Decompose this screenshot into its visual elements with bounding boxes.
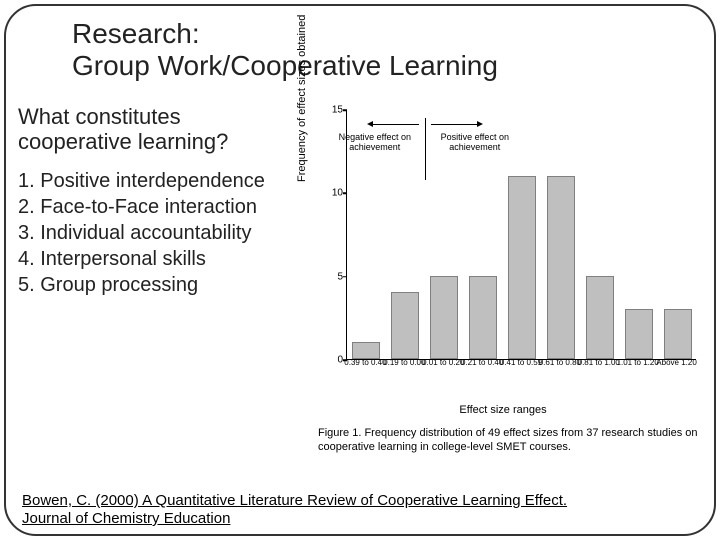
negative-effect-label: Negative effect on achievement [333, 132, 417, 153]
x-tick-label: 0.01 to 0.20 [421, 358, 465, 367]
list-item: 1. Positive interdependence [18, 168, 265, 194]
bar [430, 276, 458, 359]
plot-region: 051015Negative effect on achievementPosi… [346, 110, 696, 360]
figure-caption: Figure 1. Frequency distribution of 49 e… [318, 426, 700, 455]
bar [664, 309, 692, 359]
x-axis-label: Effect size ranges [298, 404, 708, 416]
zero-divider [425, 118, 426, 180]
x-tick-label: 1.01 to 1.20 [616, 358, 660, 367]
citation-text: Bowen, C. (2000) A Quantitative Literatu… [22, 492, 582, 528]
bar [508, 176, 536, 359]
y-tick-label: 10 [321, 188, 343, 199]
x-tick-label: 0.61 to 0.80 [538, 358, 582, 367]
positive-effect-label: Positive effect on achievement [433, 132, 517, 153]
effect-size-chart: Frequency of effect sizes obtained 05101… [298, 104, 708, 464]
list-item: 2. Face-to-Face interaction [18, 194, 265, 220]
x-tick-label: 0.19 to 0.00 [382, 358, 426, 367]
x-tick-label: 0.39 to 0.40 [343, 358, 387, 367]
subhead-line-2: cooperative learning? [18, 129, 228, 154]
x-tick-label: 0.41 to 0.59 [499, 358, 543, 367]
bar [586, 276, 614, 359]
y-axis-label: Frequency of effect sizes obtained [296, 15, 308, 182]
bar [547, 176, 575, 359]
list-item: 4. Interpersonal skills [18, 246, 265, 272]
bar [469, 276, 497, 359]
y-tick-mark [343, 276, 347, 278]
list-item: 3. Individual accountability [18, 220, 265, 246]
x-tick-label: 0.21 to 0.40 [460, 358, 504, 367]
y-tick-mark [343, 193, 347, 195]
y-tick-label: 5 [321, 271, 343, 282]
title-line-1: Research: [72, 18, 200, 49]
criteria-list: 1. Positive interdependence2. Face-to-Fa… [18, 168, 265, 298]
bar [391, 292, 419, 359]
x-tick-label: Above 1.20 [655, 358, 699, 367]
slide-title: Research: Group Work/Cooperative Learnin… [72, 18, 498, 82]
subheading: What constitutes cooperative learning? [18, 104, 228, 155]
subhead-line-1: What constitutes [18, 104, 181, 129]
negative-arrow-icon [373, 124, 419, 125]
bar [352, 342, 380, 359]
y-tick-label: 0 [321, 355, 343, 366]
y-tick-label: 15 [321, 105, 343, 116]
title-line-2: Group Work/Cooperative Learning [72, 50, 498, 81]
bar [625, 309, 653, 359]
positive-arrow-icon [431, 124, 477, 125]
y-tick-mark [343, 109, 347, 111]
list-item: 5. Group processing [18, 272, 265, 298]
x-tick-label: 0.81 to 1.00 [577, 358, 621, 367]
